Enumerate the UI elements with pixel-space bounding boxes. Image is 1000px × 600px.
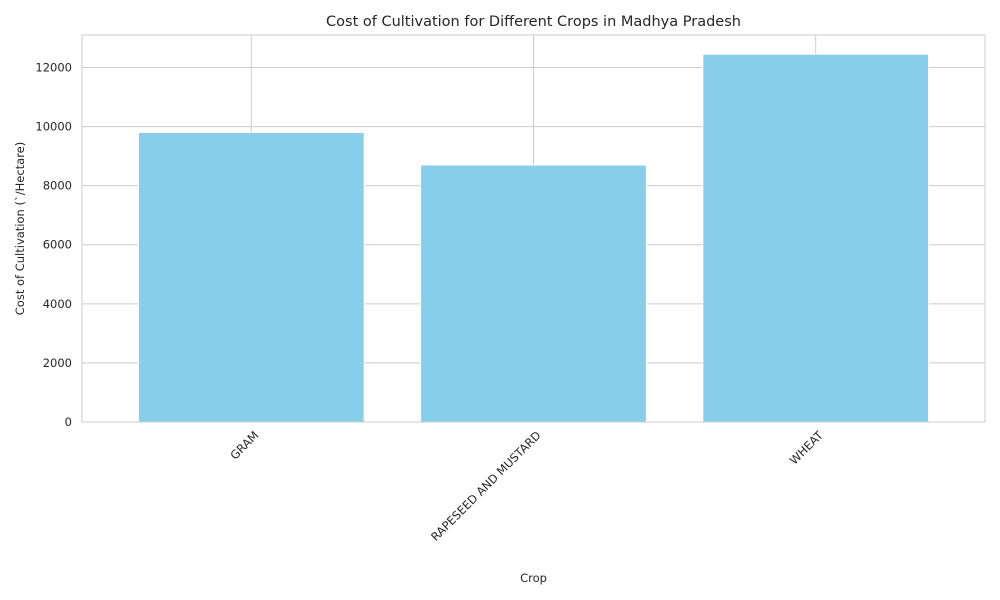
y-tick-label: 6000 <box>43 238 72 252</box>
x-axis-label: Crop <box>520 571 547 585</box>
y-tick-label: 0 <box>65 415 72 429</box>
y-tick-label: 8000 <box>43 179 72 193</box>
y-tick-label: 10000 <box>35 120 72 134</box>
chart-title: Cost of Cultivation for Different Crops … <box>326 14 741 30</box>
x-tick-label: GRAM <box>227 428 261 462</box>
bar-rapeseed-and-mustard <box>420 164 647 423</box>
plot-frame <box>81 34 986 423</box>
x-tick-label: WHEAT <box>787 428 827 468</box>
x-tick-labels: GRAM RAPESEED AND MUSTARD WHEAT <box>227 428 826 544</box>
bar-wheat <box>702 53 930 423</box>
y-tick-label: 2000 <box>43 356 72 370</box>
y-axis-label: Cost of Cultivation (`/Hectare) <box>13 142 27 315</box>
bar-gram <box>137 131 365 423</box>
x-tick-label: RAPESEED AND MUSTARD <box>428 428 544 544</box>
y-tick-label: 4000 <box>43 297 72 311</box>
y-tick-labels: 0 2000 4000 6000 8000 10000 12000 <box>35 60 72 429</box>
y-tick-label: 12000 <box>35 60 72 74</box>
